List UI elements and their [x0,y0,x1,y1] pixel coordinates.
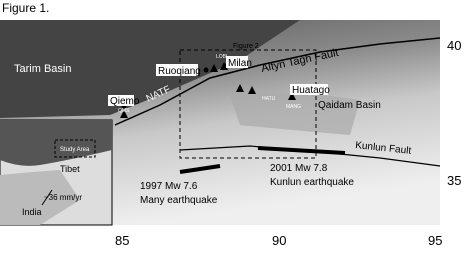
town-label: Ruoqiang [158,66,201,77]
town-label: Qiemo [110,96,140,107]
quake-label: Many earthquake [140,195,218,206]
inset-label: ~36 mm/yr [44,193,82,202]
stations [120,62,296,118]
lon-tick-label: 90 [272,233,286,248]
rupture-1997 [179,164,221,174]
label-bg [226,56,248,68]
quake-label: Kunlun earthquake [270,177,354,188]
lon-tick-label: 85 [115,233,129,248]
label-bg [156,64,198,76]
rupture-2001 [257,146,346,155]
town-label: Huatago [292,85,330,96]
box-label: Figure 2 [233,43,259,50]
inset-label: Tibet [60,164,80,174]
figure2-box [179,49,317,159]
inset-label: Study Area [60,147,90,153]
qaidam-shade [230,93,360,135]
station-label: HATU [262,96,276,102]
region-label: Tarim Basin [14,63,71,75]
quake-label: 1997 Mw 7.6 [140,181,198,192]
lon-tick-label: 95 [428,233,442,248]
quake-label: 2001 Mw 7.8 [270,163,328,174]
region-label: Qaidam Basin [318,100,381,111]
town-label: Milan [228,58,252,69]
label-bg [108,95,134,106]
tarim-basin-shade [0,20,300,118]
figure-label: Figure 1. [2,1,49,15]
altyn-tagh-fault [114,37,441,126]
inset-label: India [22,207,42,217]
station-label: MANG [286,104,301,110]
label-bg [290,84,328,95]
inset-map [0,119,113,226]
station-label: LOBL [216,54,229,60]
lat-tick-label: 40 [447,38,461,53]
lat-tick-label: 35 [447,173,461,188]
station-label: QMS [118,108,130,114]
